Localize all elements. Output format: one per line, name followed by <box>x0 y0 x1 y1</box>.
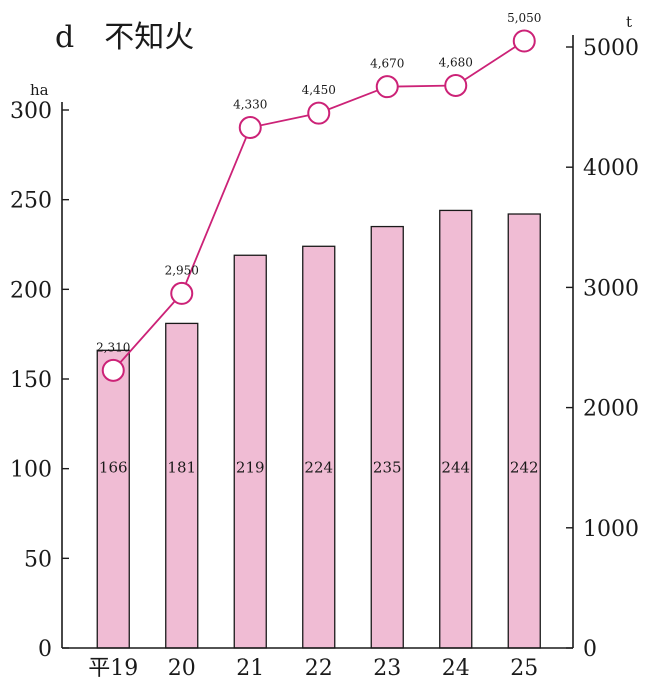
bar-3 <box>302 245 336 649</box>
right-tick-label-1000: 1000 <box>583 517 639 542</box>
chart-title: d 不知火 <box>55 20 194 55</box>
bar-value-label-1: 181 <box>167 459 196 477</box>
bar-4 <box>370 225 404 649</box>
bar-1 <box>165 322 199 649</box>
line-point-1 <box>170 281 194 305</box>
left-tick-label-200: 200 <box>10 278 52 303</box>
axes-layer: 050100150200250300010002000300040005000平… <box>10 35 639 681</box>
x-tick-label-2: 21 <box>236 656 264 681</box>
bar-value-label-2: 219 <box>236 459 265 477</box>
line-point-label-0: 2,310 <box>96 340 130 354</box>
bar-value-label-6: 242 <box>510 459 539 477</box>
right-tick-label-3000: 3000 <box>583 276 639 301</box>
left-tick-label-150: 150 <box>10 368 52 393</box>
line-point-2 <box>238 116 262 140</box>
bar-value-label-3: 224 <box>304 459 333 477</box>
bar-6 <box>507 213 541 649</box>
x-tick-label-1: 20 <box>168 656 196 681</box>
right-tick-label-4000: 4000 <box>583 156 639 181</box>
left-axis-unit: ha <box>30 81 49 99</box>
line-point-4 <box>375 75 399 99</box>
line-point-0 <box>101 358 125 382</box>
x-tick-label-0: 平19 <box>88 656 138 681</box>
right-axis-unit: t <box>626 13 632 31</box>
line-point-5 <box>444 73 468 97</box>
right-tick-label-0: 0 <box>583 637 597 662</box>
left-tick-label-50: 50 <box>24 547 52 572</box>
left-tick-label-100: 100 <box>10 458 52 483</box>
line-point-label-6: 5,050 <box>507 11 541 25</box>
line-point-6 <box>512 29 536 53</box>
line-point-label-1: 2,950 <box>165 263 199 277</box>
x-tick-label-6: 25 <box>510 656 538 681</box>
line-point-label-4: 4,670 <box>370 57 404 71</box>
bars-layer: 166 181 219 224 235 244 242 <box>96 209 541 649</box>
bar-2 <box>233 254 267 649</box>
line-point-label-3: 4,450 <box>302 83 336 97</box>
left-tick-label-0: 0 <box>38 637 52 662</box>
x-tick-label-5: 24 <box>442 656 470 681</box>
bar-value-label-5: 244 <box>441 459 470 477</box>
x-tick-label-4: 23 <box>373 656 401 681</box>
bar-value-label-4: 235 <box>373 459 402 477</box>
left-tick-label-300: 300 <box>10 99 52 124</box>
bar-0 <box>96 349 130 649</box>
line-point-label-5: 4,680 <box>439 55 473 69</box>
x-tick-label-3: 22 <box>305 656 333 681</box>
right-tick-label-5000: 5000 <box>583 36 639 61</box>
bar-value-label-0: 166 <box>99 459 128 477</box>
line-layer: 2,310 2,950 4,330 4,450 4,670 4,680 5,050 <box>96 11 541 382</box>
line-point-label-2: 4,330 <box>233 98 267 112</box>
left-tick-label-250: 250 <box>10 189 52 214</box>
line-point-3 <box>307 101 331 125</box>
right-tick-label-2000: 2000 <box>583 397 639 422</box>
bar-5 <box>439 209 473 649</box>
